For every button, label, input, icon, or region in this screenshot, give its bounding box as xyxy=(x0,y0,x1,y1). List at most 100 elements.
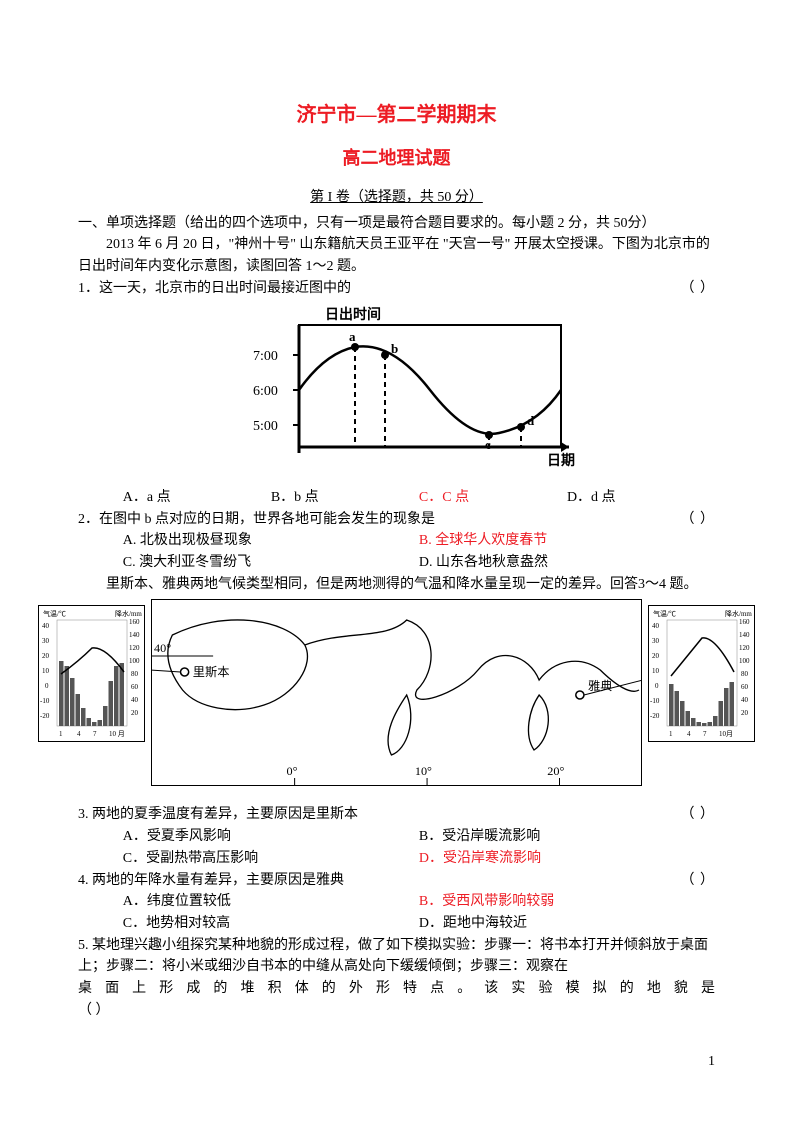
q1-opt-a: A．a 点 xyxy=(123,487,271,509)
context-1-2: 2013 年 6 月 20 日，"神州十号" 山东籍航天员王亚平在 "天宫一号"… xyxy=(78,234,715,277)
svg-text:7: 7 xyxy=(93,730,97,738)
svg-text:-10: -10 xyxy=(40,697,50,705)
svg-text:20°: 20° xyxy=(547,765,564,779)
svg-text:30: 30 xyxy=(42,637,50,645)
q3-options-row1: A．受夏季风影响 B．受沿岸暖流影响 xyxy=(78,826,715,848)
x-axis-label: 日期 xyxy=(547,453,575,469)
chart-svg: 日出时间 7:00 6:00 5:00 a b c d xyxy=(217,305,577,475)
svg-text:1: 1 xyxy=(59,730,63,738)
svg-text:-10: -10 xyxy=(650,697,660,705)
svg-text:气温/℃: 气温/℃ xyxy=(653,609,676,618)
q1-options: A．a 点 B．b 点 C．C 点 D．d 点 xyxy=(78,487,715,509)
svg-text:40: 40 xyxy=(131,696,139,704)
svg-text:1: 1 xyxy=(669,730,673,738)
ytick-600: 6:00 xyxy=(253,384,278,399)
svg-text:80: 80 xyxy=(131,670,139,678)
q2-text: 2．在图中 b 点对应的日期，世界各地可能会发生的现象是 xyxy=(78,509,435,531)
svg-text:20: 20 xyxy=(652,652,660,660)
svg-text:气温/℃: 气温/℃ xyxy=(43,609,66,618)
sunrise-chart: 日出时间 7:00 6:00 5:00 a b c d xyxy=(78,305,715,483)
svg-text:40: 40 xyxy=(652,622,660,630)
q4-blank: （ ） xyxy=(681,870,716,892)
svg-text:b: b xyxy=(391,341,398,356)
q3-opt-a: A．受夏季风影响 xyxy=(123,826,419,848)
instructions: 一、单项选择题（给出的四个选项中，只有一项是最符合题目要求的。每小题 2 分，共… xyxy=(78,213,715,235)
page-subtitle: 高二地理试题 xyxy=(78,145,715,173)
climate-chart-athens: 气温/℃ 降水/mm 403020100-10-20 1601401201008… xyxy=(648,605,755,742)
q3-text: 3. 两地的夏季温度有差异，主要原因是里斯本 xyxy=(78,804,358,826)
svg-text:降水/mm: 降水/mm xyxy=(725,609,752,618)
q3-opt-b: B．受沿岸暖流影响 xyxy=(419,826,715,848)
q3-opt-c: C．受副热带高压影响 xyxy=(123,848,419,870)
q2-blank: （ ） xyxy=(681,509,716,531)
q3-opt-d: D．受沿岸寒流影响 xyxy=(419,848,715,870)
climate-chart-lisbon: 气温/℃ 降水/mm 403020100-10-20 1601401201008… xyxy=(38,605,145,742)
svg-text:60: 60 xyxy=(131,683,139,691)
q2-options-row1: A. 北极出现极昼现象 B. 全球华人欢度春节 xyxy=(78,530,715,552)
svg-text:20: 20 xyxy=(741,709,749,717)
x-axis-arrow-icon xyxy=(561,442,569,452)
svg-text:10: 10 xyxy=(42,667,50,675)
svg-text:4: 4 xyxy=(77,730,81,738)
q1-opt-b: B．b 点 xyxy=(271,487,419,509)
svg-text:100: 100 xyxy=(129,657,140,665)
svg-text:30: 30 xyxy=(652,637,660,645)
svg-text:40°: 40° xyxy=(154,642,171,656)
svg-text:7: 7 xyxy=(703,730,707,738)
q2-opt-c: C. 澳大利亚冬雪纷飞 xyxy=(123,552,419,574)
svg-text:-20: -20 xyxy=(650,712,660,720)
q4-options-row1: A．纬度位置较低 B．受西风带影响较弱 xyxy=(78,891,715,913)
svg-text:10月: 10月 xyxy=(719,730,733,738)
question-2-stem: 2．在图中 b 点对应的日期，世界各地可能会发生的现象是 （ ） xyxy=(78,509,715,531)
q5-blank: （ ） xyxy=(78,1000,715,1022)
q1-text: 1．这一天，北京市的日出时间最接近图中的 xyxy=(78,278,351,300)
svg-text:10 月: 10 月 xyxy=(109,730,125,738)
mediterranean-map: 40° 里斯本 雅典 0° 10° 20° xyxy=(151,599,642,786)
sunrise-curve xyxy=(299,347,561,435)
question-4-stem: 4. 两地的年降水量有差异，主要原因是雅典 （ ） xyxy=(78,870,715,892)
svg-text:10: 10 xyxy=(652,667,660,675)
svg-text:0°: 0° xyxy=(286,765,297,779)
exam-page: 济宁市—第二学期期末 高二地理试题 第 I 卷（选择题，共 50 分） 一、单项… xyxy=(0,0,793,1021)
ytick-500: 5:00 xyxy=(253,419,278,434)
svg-text:4: 4 xyxy=(687,730,691,738)
greece-outline xyxy=(528,695,548,750)
athens-marker-icon xyxy=(576,691,584,699)
question-1-stem: 1．这一天，北京市的日出时间最接近图中的 （ ） xyxy=(78,278,715,300)
svg-text:0: 0 xyxy=(45,682,49,690)
page-number: 1 xyxy=(708,1054,715,1070)
q4-opt-b: B．受西风带影响较弱 xyxy=(419,891,715,913)
svg-text:-20: -20 xyxy=(40,712,50,720)
svg-text:80: 80 xyxy=(741,670,749,678)
q4-opt-c: C．地势相对较高 xyxy=(123,913,419,935)
q1-blank: （ ） xyxy=(681,278,716,300)
q1-opt-d: D．d 点 xyxy=(567,487,715,509)
svg-text:160: 160 xyxy=(129,618,140,626)
svg-text:100: 100 xyxy=(739,657,750,665)
q4-opt-a: A．纬度位置较低 xyxy=(123,891,419,913)
ytick-700: 7:00 xyxy=(253,349,278,364)
q5-line1: 5. 某地理兴趣小组探究某种地貌的形成过程，做了如下模拟实验：步骤一：将书本打开… xyxy=(78,935,715,978)
q2-opt-a: A. 北极出现极昼现象 xyxy=(123,530,419,552)
svg-text:160: 160 xyxy=(739,618,750,626)
italy-outline xyxy=(388,695,411,755)
page-title: 济宁市—第二学期期末 xyxy=(78,100,715,131)
svg-text:120: 120 xyxy=(129,644,140,652)
q4-text: 4. 两地的年降水量有差异，主要原因是雅典 xyxy=(78,870,344,892)
q3-blank: （ ） xyxy=(681,804,716,826)
svg-text:d: d xyxy=(527,413,535,428)
context-3-4: 里斯本、雅典两地气候类型相同，但是两地测得的气温和降水量呈现一定的差异。回答3～… xyxy=(78,574,715,596)
q2-options-row2: C. 澳大利亚冬雪纷飞 D. 山东各地秋意盎然 xyxy=(78,552,715,574)
q1-opt-c: C．C 点 xyxy=(419,487,567,509)
svg-text:0: 0 xyxy=(655,682,659,690)
svg-text:40: 40 xyxy=(42,622,50,630)
q2-opt-d: D. 山东各地秋意盎然 xyxy=(419,552,715,574)
y-axis-label: 日出时间 xyxy=(325,306,381,323)
q2-opt-b: B. 全球华人欢度春节 xyxy=(419,530,715,552)
svg-text:140: 140 xyxy=(129,631,140,639)
q4-opt-d: D．距地中海较近 xyxy=(419,913,715,935)
svg-text:120: 120 xyxy=(739,644,750,652)
lisbon-marker-icon xyxy=(181,668,189,676)
lisbon-label: 里斯本 xyxy=(193,666,230,680)
q5-line2: 桌 面 上 形 成 的 堆 积 体 的 外 形 特 点 。 该 实 验 模 拟 … xyxy=(78,978,715,1000)
